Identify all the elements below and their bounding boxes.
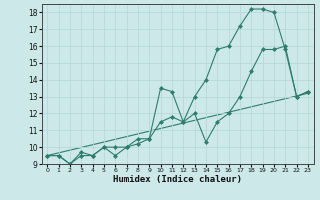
X-axis label: Humidex (Indice chaleur): Humidex (Indice chaleur)	[113, 175, 242, 184]
